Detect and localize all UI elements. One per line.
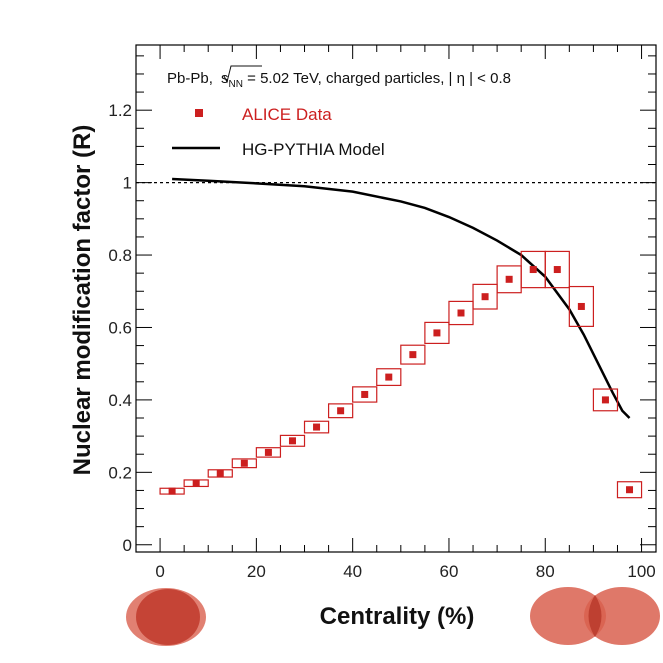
syst-error-box bbox=[327, 403, 354, 419]
syst-error-box bbox=[303, 420, 330, 434]
syst-error-box bbox=[279, 434, 306, 447]
x-tick-label: 60 bbox=[440, 562, 459, 581]
central-collision-illustration bbox=[126, 588, 206, 646]
syst-error-box bbox=[376, 368, 402, 387]
syst-error-box bbox=[592, 388, 619, 412]
data-point bbox=[433, 329, 441, 337]
data-series bbox=[159, 250, 643, 499]
x-tick-label: 0 bbox=[155, 562, 164, 581]
syst-error-box bbox=[616, 481, 643, 499]
data-point bbox=[577, 302, 585, 310]
syst-error-box bbox=[448, 300, 474, 326]
x-axis-title: Centrality (%) bbox=[320, 603, 475, 630]
legend-label-model: HG-PYTHIA Model bbox=[242, 140, 385, 159]
annotation-energy-rest: = 5.02 TeV, charged particles, | η | < 0… bbox=[243, 70, 511, 87]
syst-error-box bbox=[352, 386, 378, 403]
syst-error-box bbox=[400, 344, 426, 365]
syst-error-box bbox=[568, 285, 595, 327]
data-point bbox=[192, 479, 200, 487]
y-tick-label: 0 bbox=[123, 536, 132, 555]
x-tick-label: 20 bbox=[247, 562, 266, 581]
data-point bbox=[601, 396, 609, 404]
syst-error-box bbox=[231, 458, 257, 469]
legend-label-alice: ALICE Data bbox=[242, 105, 332, 124]
syst-error-box bbox=[424, 321, 450, 345]
sqrt-sign bbox=[223, 65, 262, 84]
peripheral-collision-illustration bbox=[530, 587, 660, 645]
annotation-system: Pb-Pb, bbox=[167, 70, 213, 87]
model-curve bbox=[172, 177, 631, 419]
legend: ALICE Data HG-PYTHIA Model bbox=[172, 105, 385, 159]
data-point bbox=[457, 309, 465, 317]
syst-error-box bbox=[544, 250, 570, 289]
legend-marker-alice bbox=[195, 109, 203, 117]
y-tick-label: 1 bbox=[123, 174, 132, 193]
data-point bbox=[288, 437, 296, 445]
x-tick-label: 100 bbox=[627, 562, 655, 581]
model-series bbox=[172, 177, 631, 419]
plot-frame bbox=[135, 44, 657, 553]
syst-error-box bbox=[255, 447, 282, 458]
data-point bbox=[409, 351, 417, 359]
collision-annotation: Pb-Pb, sNN = 5.02 TeV, charged particles… bbox=[167, 70, 511, 90]
data-point bbox=[385, 373, 393, 381]
y-axis-title: Nuclear modification factor (R) bbox=[69, 125, 96, 476]
data-point bbox=[216, 469, 224, 477]
data-point bbox=[264, 448, 272, 456]
y-tick-label: 0.4 bbox=[108, 391, 132, 410]
nucleus-ellipse bbox=[584, 587, 660, 645]
nucleus-ellipse bbox=[136, 589, 200, 645]
data-point bbox=[626, 486, 634, 494]
data-point bbox=[505, 275, 513, 283]
syst-error-box bbox=[472, 283, 498, 310]
y-tick-label: 1.2 bbox=[108, 101, 132, 120]
y-tick-label: 0.8 bbox=[108, 246, 132, 265]
y-tick-label: 0.2 bbox=[108, 463, 132, 482]
x-tick-label: 80 bbox=[536, 562, 555, 581]
data-point bbox=[313, 423, 321, 431]
y-tick-label: 0.6 bbox=[108, 318, 132, 337]
data-point bbox=[240, 459, 248, 467]
data-point bbox=[337, 407, 345, 415]
data-point bbox=[553, 266, 561, 274]
axes: 0 20 40 60 80 100 0 0.2 0.4 0.6 0.8 1 1.2 bbox=[108, 45, 656, 581]
data-point bbox=[529, 266, 537, 274]
x-tick-label: 40 bbox=[343, 562, 362, 581]
data-point bbox=[481, 293, 489, 301]
data-point bbox=[361, 390, 369, 398]
annotation-energy-subscript: NN bbox=[229, 79, 243, 90]
overlap-region bbox=[588, 595, 602, 637]
nucleus-ellipse bbox=[530, 587, 606, 645]
data-point bbox=[168, 487, 176, 495]
syst-error-box bbox=[207, 469, 233, 478]
